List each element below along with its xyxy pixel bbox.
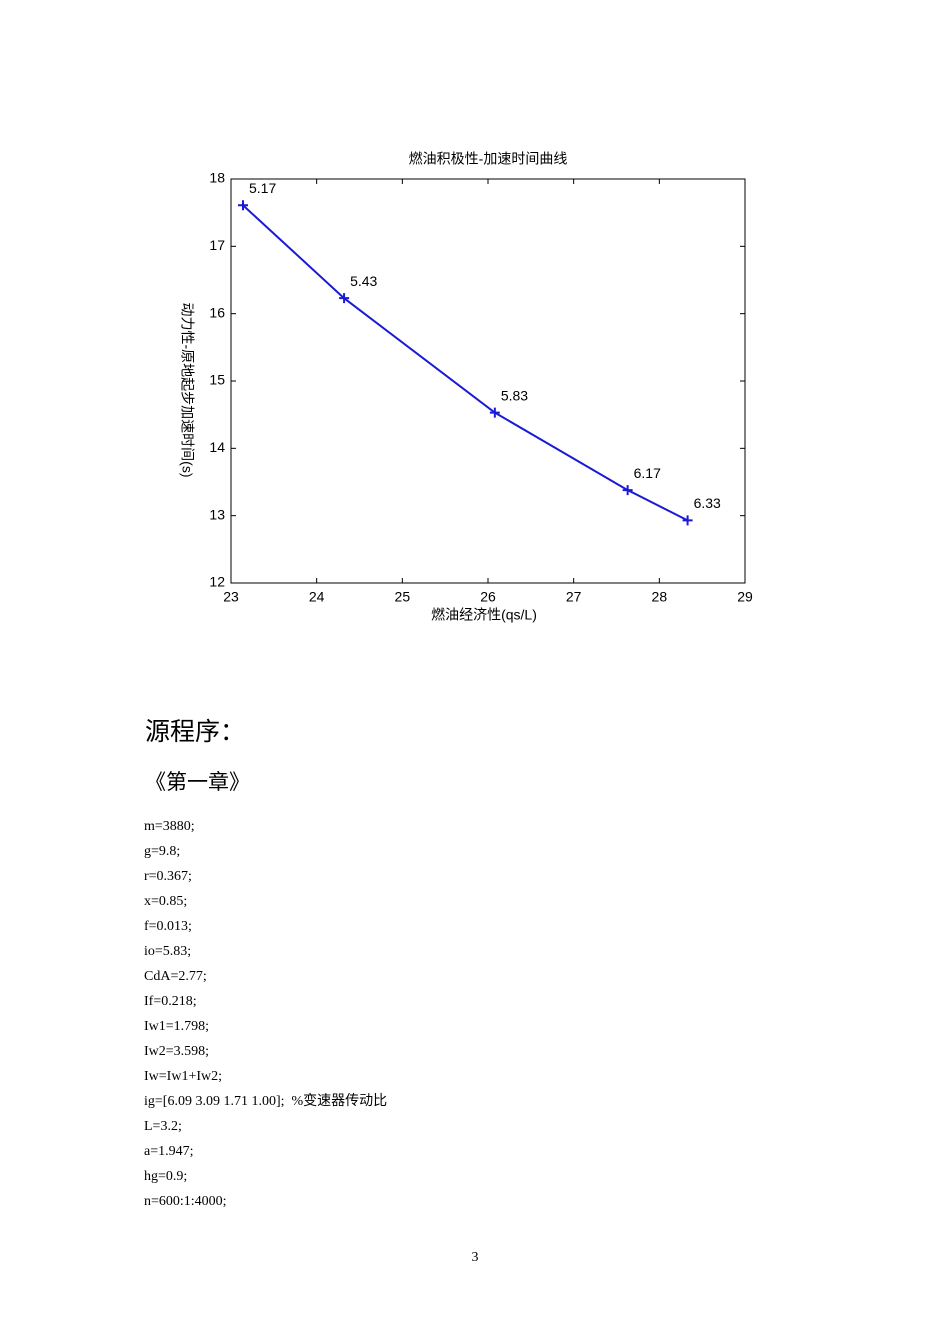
- x-tick-label: 28: [652, 589, 668, 605]
- code-line: g=9.8;: [144, 844, 181, 859]
- code-line: x=0.85;: [144, 894, 188, 909]
- chart-title: 燃油积极性-加速时间曲线: [409, 151, 568, 167]
- code-line: r=0.367;: [144, 869, 192, 884]
- point-label: 6.33: [694, 495, 721, 511]
- code-block: m=3880; g=9.8; r=0.367; x=0.85; f=0.013; io=5…: [144, 814, 387, 1214]
- code-line: io=5.83;: [144, 944, 192, 959]
- y-tick-label: 18: [209, 170, 225, 186]
- y-tick-label: 16: [209, 304, 225, 320]
- y-axis-label: 动力性-原地起步加速时间(s): [179, 303, 195, 478]
- code-line: m=3880;: [144, 819, 195, 834]
- code-line: Iw1=1.798;: [144, 1019, 210, 1034]
- x-tick-label: 27: [566, 589, 582, 605]
- chart: 燃油积极性-加速时间曲线 燃油经济性(qs/L) 动力性-原地起步加速时间(s)…: [179, 151, 753, 623]
- code-line: n=600:1:4000;: [144, 1194, 227, 1209]
- marker: [489, 407, 500, 418]
- heading: 源程序：: [145, 719, 246, 746]
- x-tick-label: 26: [480, 589, 496, 605]
- marker: [682, 515, 693, 526]
- point-label: 5.43: [350, 273, 377, 289]
- data-line: [242, 204, 689, 522]
- marker: [622, 485, 633, 496]
- code-line: Iw=Iw1+Iw2;: [144, 1069, 222, 1084]
- plot-frame: [230, 178, 746, 584]
- marker: [339, 293, 350, 304]
- code-line: L=3.2;: [144, 1119, 182, 1134]
- y-tick-label: 13: [209, 506, 225, 522]
- point-label: 6.17: [634, 465, 661, 481]
- chapter-title: 《第一章》: [145, 770, 250, 794]
- y-tick-label: 12: [209, 574, 225, 590]
- y-tick-label: 17: [209, 237, 225, 253]
- code-line: f=0.013;: [144, 919, 192, 934]
- point-label: 5.83: [501, 387, 528, 403]
- code-line: a=1.947;: [144, 1144, 194, 1159]
- x-tick-label: 24: [309, 589, 325, 605]
- code-line: hg=0.9;: [144, 1169, 188, 1184]
- x-tick-label: 29: [737, 589, 753, 605]
- x-tick-label: 23: [223, 589, 239, 605]
- code-line: CdA=2.77;: [144, 969, 207, 984]
- marker: [237, 200, 248, 211]
- y-tick-label: 15: [209, 372, 225, 388]
- code-line: Iw2=3.598;: [144, 1044, 210, 1059]
- code-line: ig=[6.09 3.09 1.71 1.00]; %变速器传动比: [144, 1094, 388, 1109]
- page-number: 3: [471, 1250, 479, 1265]
- x-tick-label: 25: [395, 589, 411, 605]
- point-label: 5.17: [249, 180, 276, 196]
- y-tick-label: 14: [209, 439, 225, 455]
- code-line: If=0.218;: [144, 994, 197, 1009]
- x-axis-label: 燃油经济性(qs/L): [431, 607, 537, 623]
